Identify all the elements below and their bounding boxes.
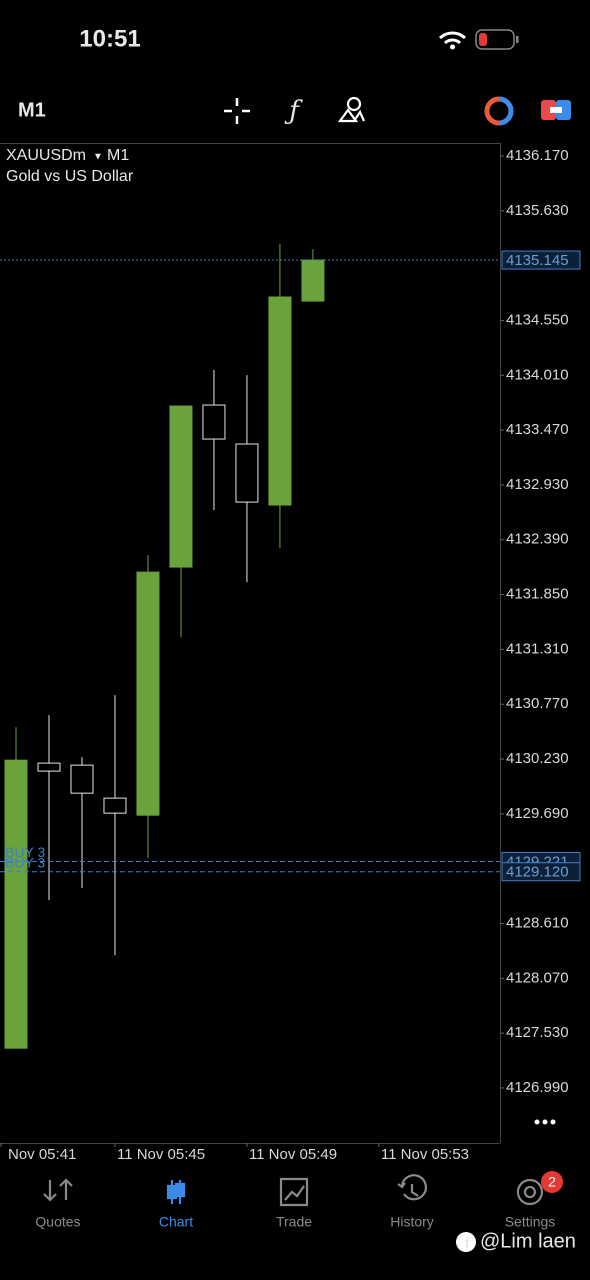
- y-tick-label: 4132.390: [506, 531, 569, 548]
- more-button[interactable]: [534, 1119, 556, 1125]
- price-label: 4135.145: [506, 252, 569, 269]
- crosshair-button[interactable]: [224, 98, 250, 124]
- candle-body: [4, 759, 28, 1049]
- candle-body: [268, 296, 292, 506]
- x-tick-label: 11 Nov 05:49: [249, 1146, 337, 1163]
- badge-count: 2: [548, 1174, 556, 1190]
- tab-label[interactable]: History: [390, 1214, 434, 1230]
- y-tick-label: 4130.230: [506, 750, 569, 767]
- svg-text:f: f: [465, 1235, 471, 1252]
- tab-label[interactable]: Settings: [505, 1214, 556, 1230]
- chart-timeframe: M1: [107, 147, 129, 164]
- account-button[interactable]: [484, 96, 514, 126]
- y-tick-label: 4132.930: [506, 476, 569, 493]
- tab-icon[interactable]: [516, 1178, 544, 1206]
- status-icons: [438, 29, 519, 50]
- tab-icon[interactable]: [43, 1178, 73, 1202]
- candle-body: [169, 405, 193, 568]
- candle-body: [37, 762, 61, 772]
- candle-body: [70, 764, 94, 794]
- y-tick-label: 4134.550: [506, 311, 569, 328]
- y-tick-label: 4126.990: [506, 1079, 569, 1096]
- status-time: 10:51: [79, 25, 140, 52]
- trade-button[interactable]: [541, 100, 571, 120]
- badge: [541, 1171, 563, 1193]
- candle-body: [136, 571, 160, 816]
- y-tick-label: 4134.010: [506, 366, 569, 383]
- plot-area: [0, 155, 504, 1147]
- y-tick-label: 4131.310: [506, 640, 569, 657]
- candle-body: [103, 797, 127, 814]
- y-tick-label: 4135.630: [506, 202, 569, 219]
- timeframe-button[interactable]: M1: [18, 99, 46, 121]
- y-tick-label: 4128.070: [506, 969, 569, 986]
- y-tick-label: 4136.170: [506, 147, 569, 164]
- tab-label[interactable]: Chart: [159, 1214, 193, 1230]
- watermark-icon: f: [456, 1232, 476, 1252]
- y-tick-label: 4127.530: [506, 1024, 569, 1041]
- tab-icon[interactable]: [166, 1180, 186, 1204]
- tab-bar: Quotes Chart Trade History Settings 2: [35, 1171, 563, 1230]
- watermark: @Lim laen: [480, 1230, 576, 1252]
- tab-icon[interactable]: [279, 1177, 309, 1207]
- candle-body: [202, 404, 226, 440]
- order-label: BUY 3: [5, 844, 45, 860]
- y-tick-label: 4133.470: [506, 421, 569, 438]
- symbol-dropdown[interactable]: ▼: [93, 152, 103, 163]
- order-label: BUY 3: [5, 854, 45, 870]
- chart-subtitle: Gold vs US Dollar: [6, 168, 134, 185]
- y-tick-label: 4130.770: [506, 695, 569, 712]
- tab-label[interactable]: Trade: [276, 1214, 312, 1230]
- objects-button[interactable]: [337, 96, 366, 123]
- price-label-box: [501, 250, 581, 270]
- tab-icon[interactable]: [397, 1174, 428, 1201]
- x-tick-label: Nov 05:41: [8, 1146, 76, 1163]
- y-tick-label: 4129.690: [506, 805, 569, 822]
- price-label-box: [501, 862, 581, 882]
- price-label: 4129.120: [506, 864, 569, 881]
- chart-symbol[interactable]: XAUUSDm: [6, 147, 86, 164]
- x-tick-label: 11 Nov 05:45: [117, 1146, 205, 1163]
- candle-body: [301, 259, 325, 302]
- y-tick-label: 4131.850: [506, 586, 569, 603]
- y-tick-label: 4128.610: [506, 914, 569, 931]
- indicators-button[interactable]: ƒ: [284, 96, 303, 126]
- candle-body: [235, 443, 259, 503]
- x-tick-label: 11 Nov 05:53: [381, 1146, 469, 1163]
- chart-frame: [0, 143, 501, 1144]
- tab-label[interactable]: Quotes: [35, 1214, 80, 1230]
